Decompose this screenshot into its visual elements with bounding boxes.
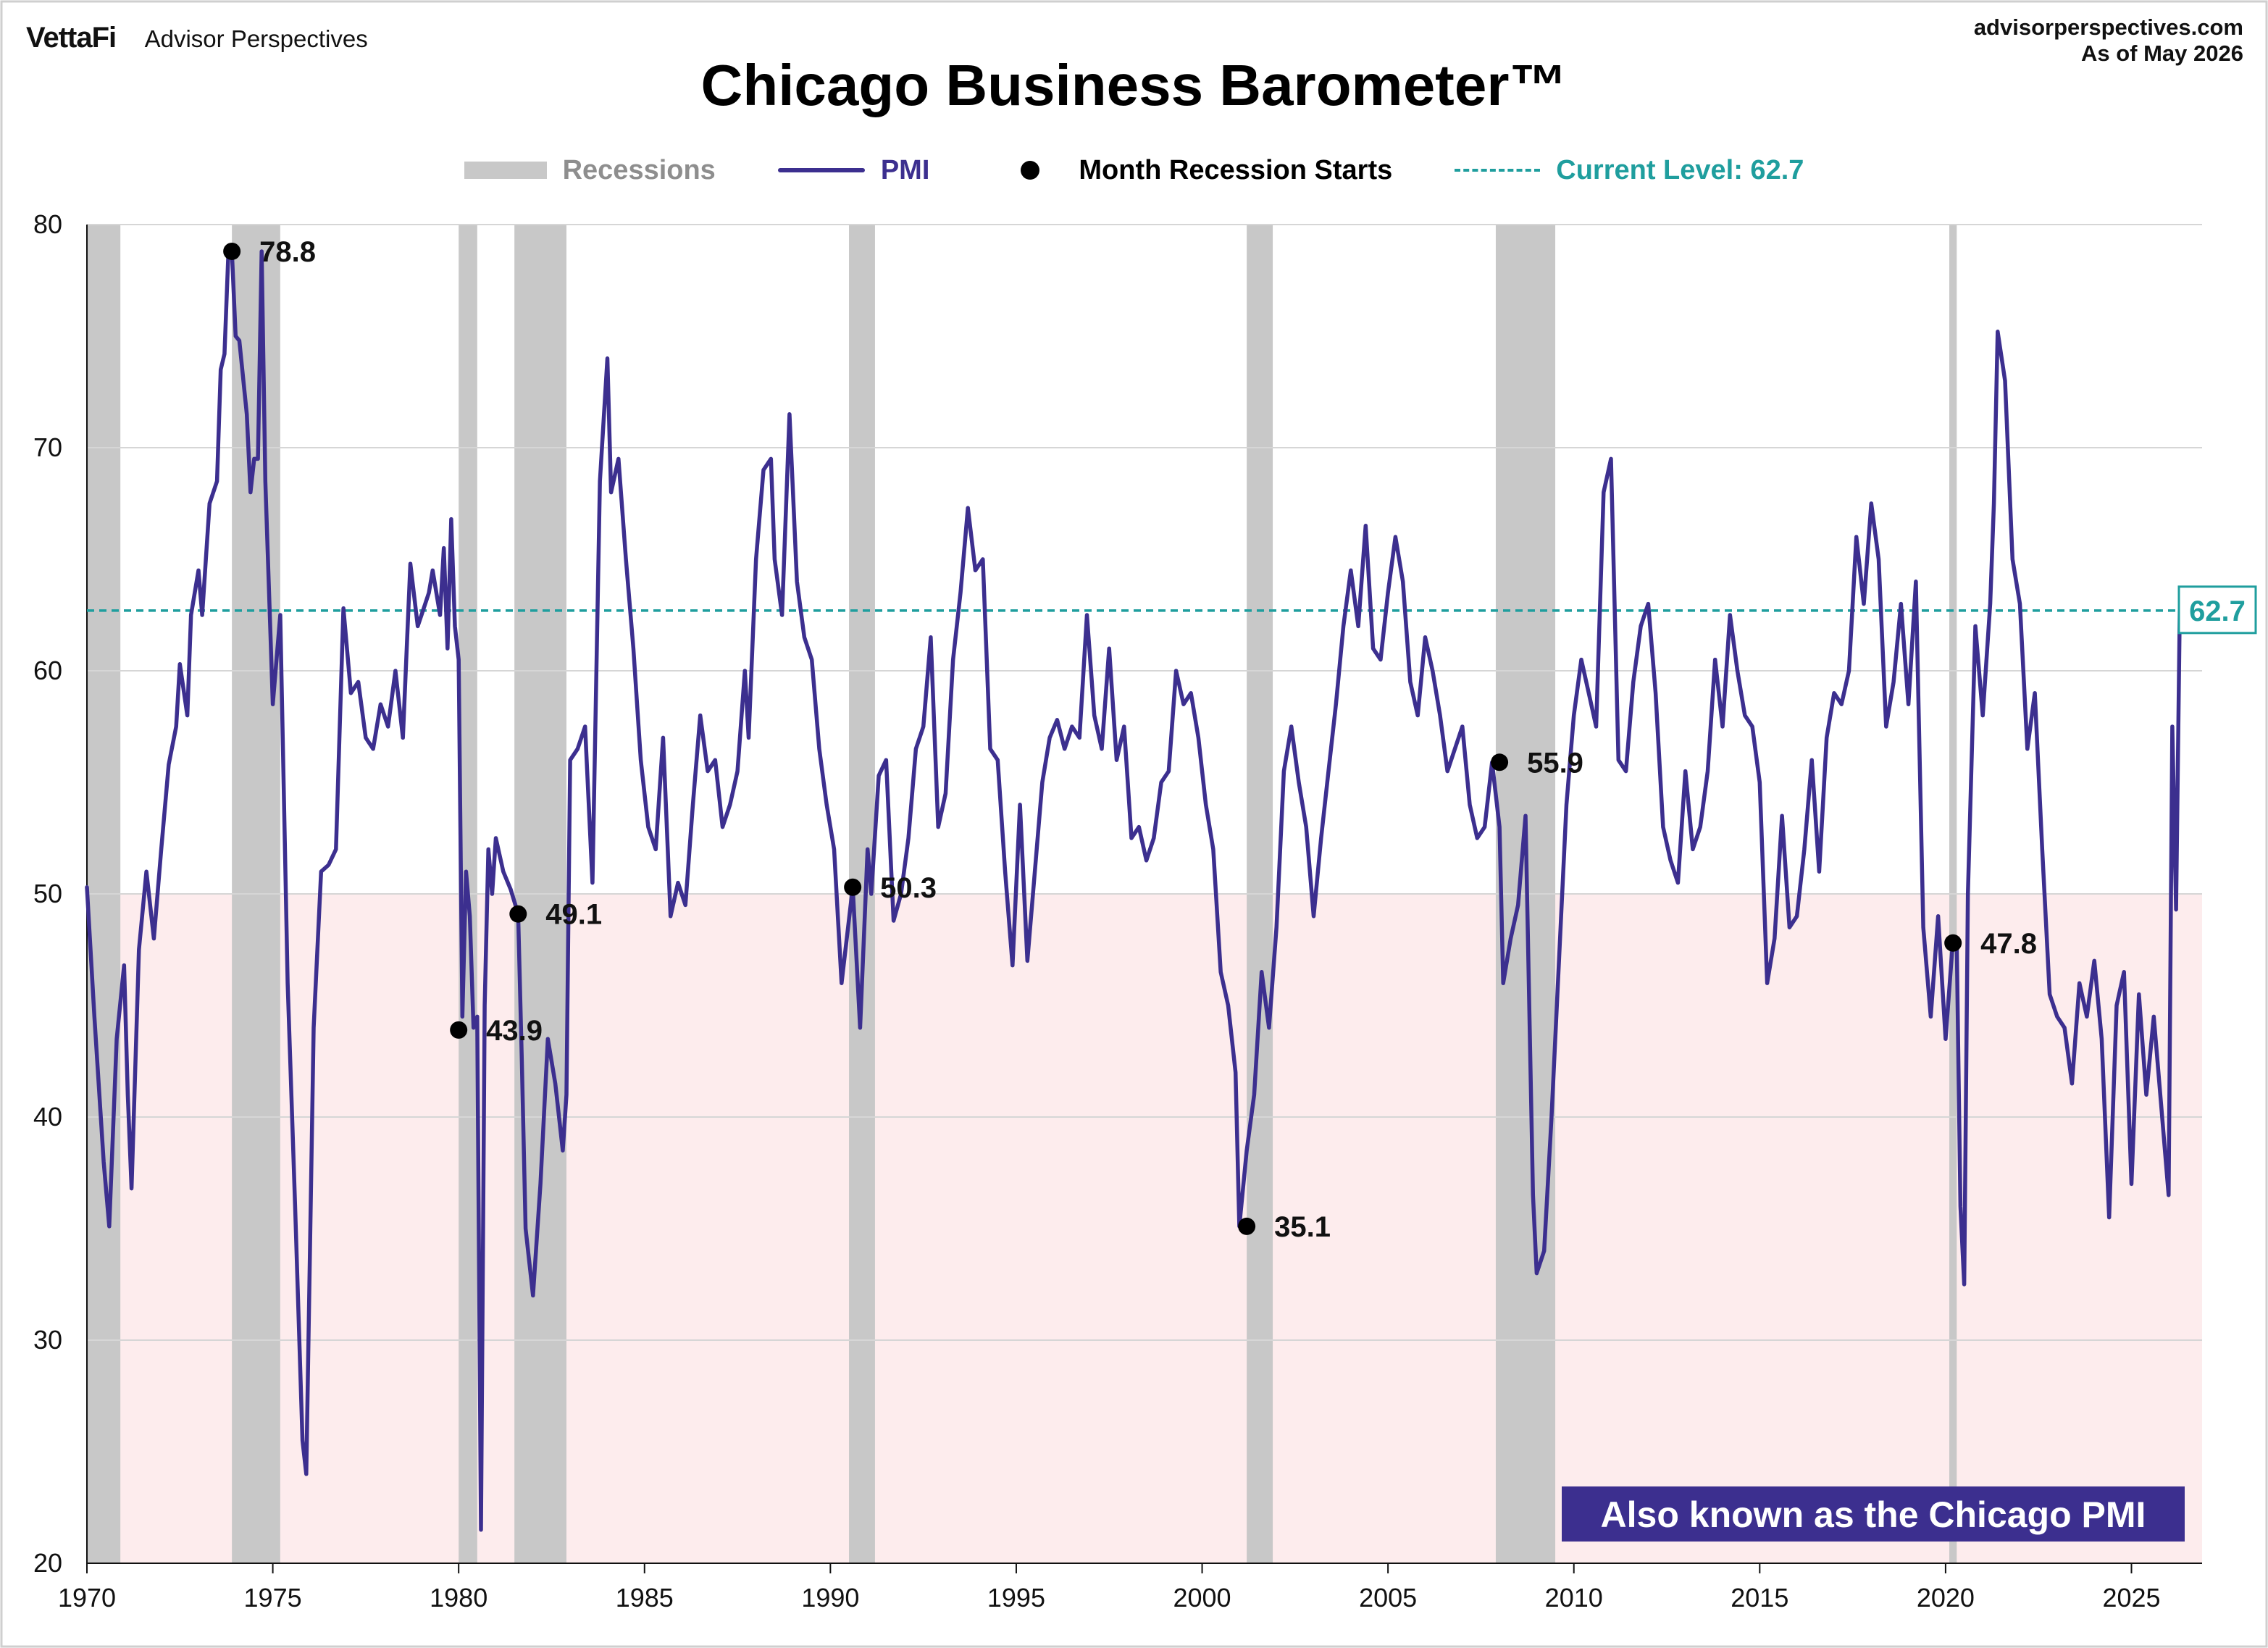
- x-tick-label: 1990: [801, 1583, 859, 1613]
- brand-name: Advisor Perspectives: [144, 25, 368, 52]
- legend-item-recessions: Recessions: [464, 155, 716, 186]
- recession-start-point: [1238, 1217, 1256, 1235]
- x-tick-label: 1980: [430, 1583, 488, 1613]
- current-level-value: 62.7: [2189, 595, 2246, 627]
- x-tick-label: 2015: [1731, 1583, 1788, 1613]
- chart-title: Chicago Business Barometer™: [700, 53, 1568, 117]
- recession-start-label: 50.3: [880, 872, 937, 904]
- pmi-series-line: [85, 249, 2182, 1532]
- legend-swatch-recession-starts: [1021, 161, 1040, 180]
- legend-item-current-level: Current Level: 62.7: [1455, 155, 1804, 186]
- legend-label-current-level: Current Level: 62.7: [1556, 154, 1804, 185]
- x-tick-label: 1985: [616, 1583, 674, 1613]
- legend-label-recession-starts: Month Recession Starts: [1079, 154, 1393, 185]
- y-tick-label: 70: [33, 432, 62, 462]
- site-info: advisorperspectives.com As of May 2026: [1974, 14, 2243, 67]
- brand-logo: VettaFi: [26, 22, 117, 54]
- legend-swatch-pmi: [777, 168, 865, 172]
- recession-start-point: [1944, 934, 1962, 952]
- recession-start-point: [1491, 753, 1509, 771]
- x-tick-label: 1995: [987, 1583, 1045, 1613]
- annotation-box: Also known as the Chicago PMI: [1562, 1486, 2185, 1542]
- annotation-bg: [1562, 1486, 2185, 1542]
- y-tick-label: 50: [33, 879, 62, 908]
- annotation-text: Also known as the Chicago PMI: [1601, 1494, 2146, 1535]
- brand: VettaFi Advisor Perspectives: [26, 22, 368, 54]
- x-tick-label: 2025: [2102, 1583, 2160, 1613]
- recession-start-label: 49.1: [545, 899, 602, 931]
- y-tick-label: 20: [33, 1548, 62, 1578]
- x-tick-label: 2020: [1917, 1583, 1975, 1613]
- y-tick-label: 80: [33, 209, 62, 239]
- chart-legend: Recessions PMI Month Recession Starts Cu…: [0, 152, 2268, 188]
- y-tick-label: 60: [33, 656, 62, 685]
- x-tick-label: 1975: [244, 1583, 302, 1613]
- as-of-date: As of May 2026: [2081, 41, 2243, 66]
- x-tick-label: 2010: [1545, 1583, 1603, 1613]
- site-url[interactable]: advisorperspectives.com: [1973, 14, 2243, 40]
- x-tick-label: 2000: [1173, 1583, 1231, 1613]
- y-tick-label: 30: [33, 1325, 62, 1355]
- recession-start-label: 47.8: [1980, 928, 2037, 960]
- legend-swatch-current-level: [1455, 169, 1541, 172]
- recession-start-point: [844, 878, 862, 896]
- legend-label-recessions: Recessions: [562, 154, 716, 185]
- recession-start-label: 55.9: [1527, 747, 1583, 779]
- recession-start-label: 35.1: [1274, 1211, 1331, 1243]
- legend-item-recession-starts: Month Recession Starts: [992, 155, 1392, 186]
- current-level-box: 62.7: [2177, 585, 2257, 635]
- y-tick-label: 40: [33, 1102, 62, 1132]
- legend-label-pmi: PMI: [880, 154, 930, 185]
- legend-item-pmi: PMI: [777, 154, 930, 186]
- contraction-zone: [87, 894, 2202, 1563]
- recession-start-label: 78.8: [259, 236, 316, 268]
- current-level-box-frame: [2177, 585, 2257, 635]
- x-tick-label: 1970: [58, 1583, 116, 1613]
- recession-start-label: 43.9: [486, 1015, 543, 1047]
- recession-start-point: [450, 1021, 468, 1039]
- legend-swatch-recessions: [464, 162, 547, 179]
- x-tick-label: 2005: [1359, 1583, 1417, 1613]
- recession-start-point: [223, 242, 241, 260]
- recession-start-point: [509, 905, 527, 923]
